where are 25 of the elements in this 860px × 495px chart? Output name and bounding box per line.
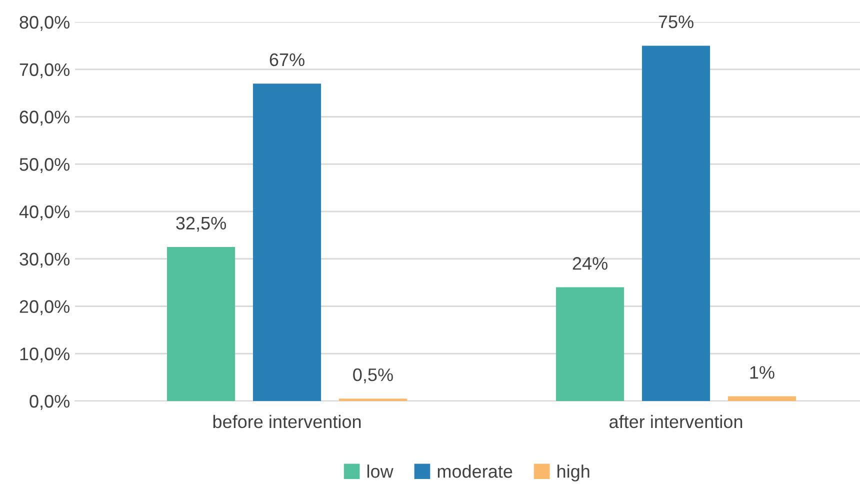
y-tick-label: 50,0% — [20, 158, 70, 173]
legend-label: moderate — [438, 464, 512, 478]
bar — [167, 247, 236, 401]
y-tick-label: 60,0% — [20, 110, 70, 126]
y-tick-label: 0,0% — [30, 394, 70, 410]
y-tick-label: 70,0% — [20, 63, 70, 78]
data-label: 24% — [572, 257, 608, 270]
y-tick-label: 20,0% — [20, 300, 70, 316]
legend-label: low — [367, 464, 394, 478]
x-tick-label: after intervention — [610, 414, 742, 428]
y-tick-label: 30,0% — [20, 252, 70, 268]
legend-label: high — [558, 464, 590, 482]
y-tick-label: 40,0% — [19, 205, 70, 220]
data-label: 67% — [270, 53, 304, 66]
bar — [556, 287, 624, 401]
bar — [252, 84, 322, 401]
data-label: 32,5% — [176, 216, 226, 232]
bar — [642, 46, 710, 401]
data-label: 0,5% — [353, 368, 393, 384]
x-tick-label: before intervention — [213, 414, 361, 428]
bar — [728, 396, 796, 401]
y-tick-label: 10,0% — [20, 348, 70, 362]
data-label: 75% — [658, 16, 694, 28]
y-tick-label: 80,0% — [20, 16, 70, 31]
data-label: 1% — [750, 366, 774, 379]
